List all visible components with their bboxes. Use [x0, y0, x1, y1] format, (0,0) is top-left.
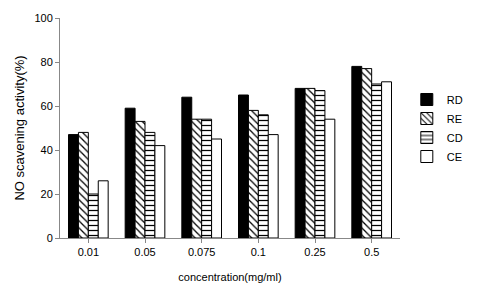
svg-text:CE: CE [447, 151, 462, 163]
svg-text:CD: CD [447, 132, 463, 144]
svg-text:0.01: 0.01 [78, 246, 99, 258]
svg-text:80: 80 [41, 56, 53, 68]
svg-text:RE: RE [447, 113, 462, 125]
svg-text:0.05: 0.05 [134, 246, 155, 258]
svg-text:0.5: 0.5 [364, 246, 379, 258]
svg-text:0.25: 0.25 [304, 246, 325, 258]
svg-text:60: 60 [41, 100, 53, 112]
svg-text:0.1: 0.1 [251, 246, 266, 258]
svg-text:0.075: 0.075 [188, 246, 216, 258]
svg-text:0: 0 [47, 232, 53, 244]
svg-text:RD: RD [447, 94, 463, 106]
svg-text:40: 40 [41, 144, 53, 156]
svg-text:20: 20 [41, 188, 53, 200]
svg-text:NO scavening activity(%): NO scavening activity(%) [12, 55, 27, 200]
svg-text:100: 100 [34, 12, 52, 24]
svg-text:concentration(mg/ml): concentration(mg/ml) [178, 271, 281, 283]
